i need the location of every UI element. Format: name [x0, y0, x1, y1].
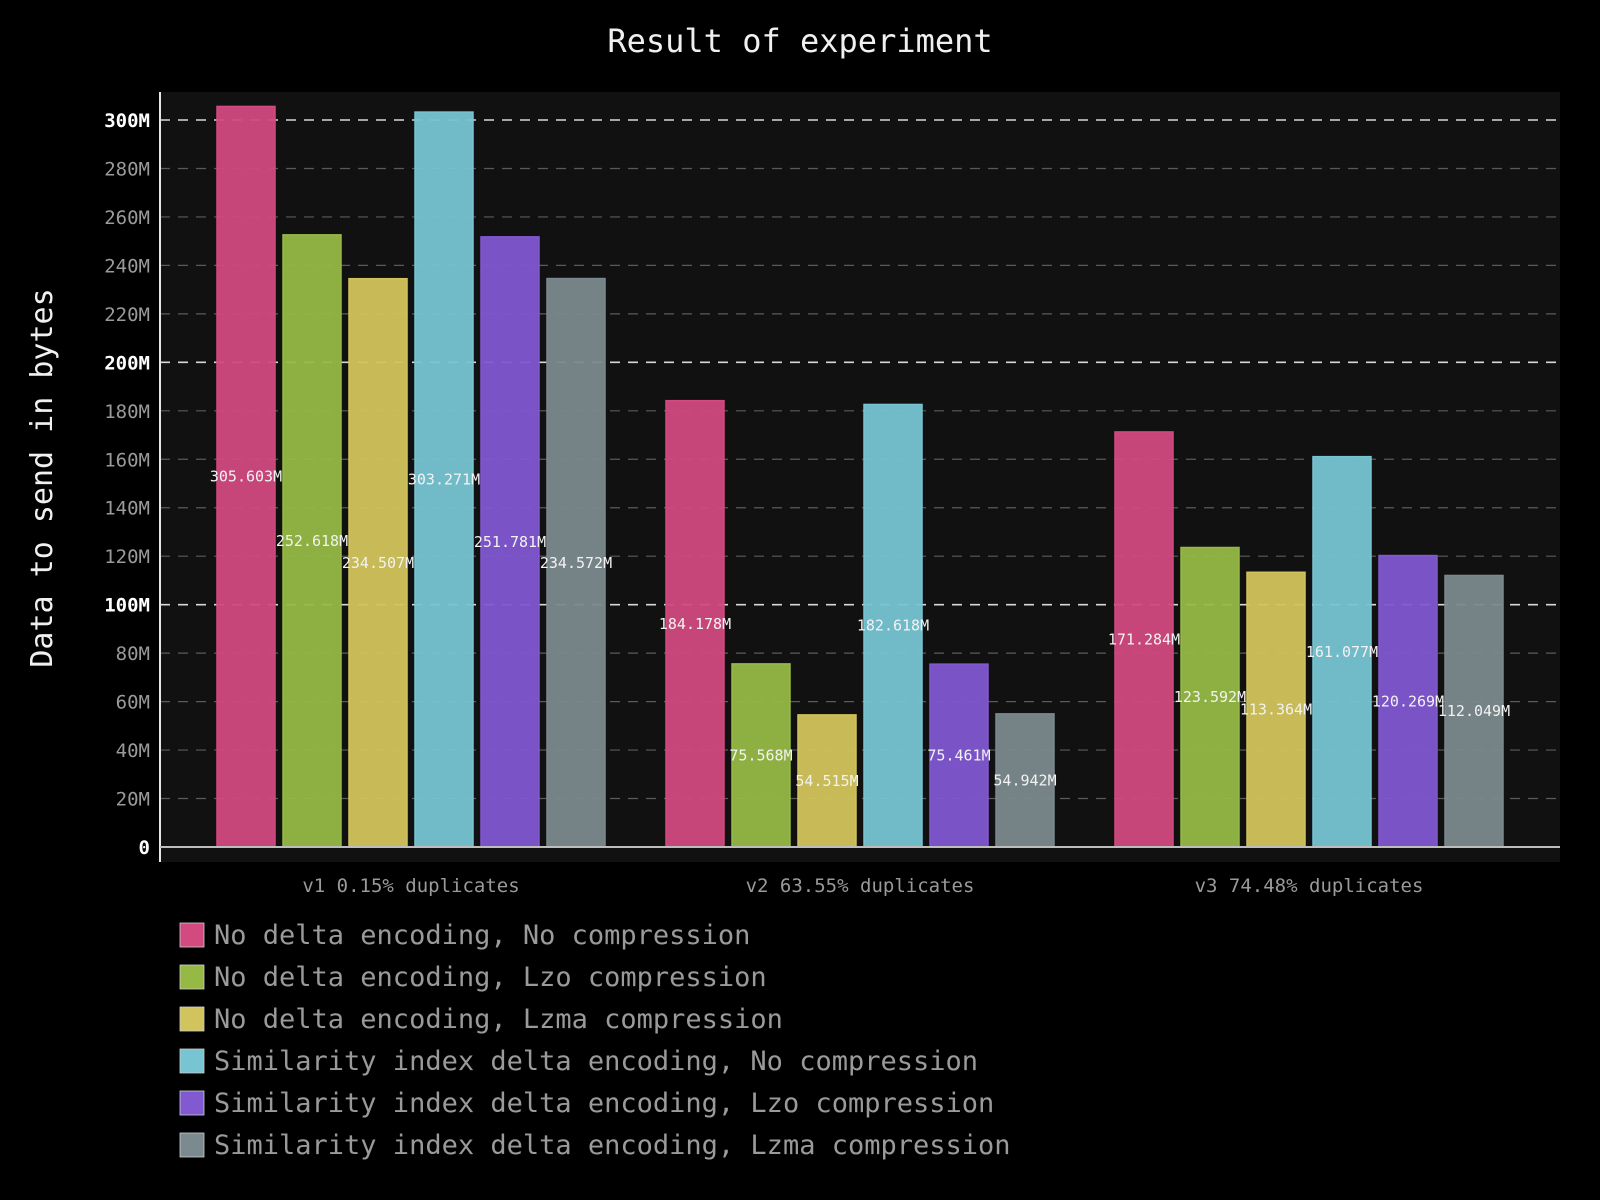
data-label: 54.942M — [993, 771, 1056, 789]
bar — [1312, 455, 1372, 848]
legend: No delta encoding, No compression No delt… — [179, 920, 1011, 1161]
y-tick-label: 220M — [104, 304, 150, 326]
chart-title: Result of experiment — [607, 22, 992, 60]
x-tick-label: v3 74.48% duplicates — [1195, 875, 1424, 897]
bar — [1246, 571, 1306, 848]
legend-swatch — [179, 1048, 205, 1074]
y-tick-label: 20M — [116, 789, 150, 811]
data-label: 112.049M — [1438, 702, 1510, 720]
data-label: 234.507M — [342, 554, 414, 572]
data-label: 123.592M — [1174, 688, 1246, 706]
bar — [929, 663, 989, 848]
bar — [1444, 574, 1504, 848]
y-axis-ticks: 0 20M 40M 60M 80M 100M 120M 140M 160M 180M 200M 220… — [104, 110, 150, 859]
bar — [480, 236, 540, 848]
y-tick-label: 300M — [104, 110, 150, 132]
y-tick-label: 200M — [104, 352, 150, 374]
y-tick-label: 40M — [116, 740, 150, 762]
legend-entry: Similarity index delta encoding, Lzo com… — [214, 1088, 994, 1119]
data-label: 252.618M — [276, 532, 348, 550]
data-label: 120.269M — [1372, 692, 1444, 710]
data-label: 171.284M — [1108, 630, 1180, 648]
legend-swatch — [179, 964, 205, 990]
bar — [797, 714, 857, 848]
y-tick-label: 60M — [116, 692, 150, 714]
legend-swatch — [179, 1090, 205, 1116]
data-labels: 305.603M 184.178M 171.284M 252.618M 75.568M 1… — [210, 468, 1510, 790]
bar — [414, 111, 474, 848]
y-tick-label: 260M — [104, 207, 150, 229]
legend-swatch — [179, 1132, 205, 1158]
bars — [216, 105, 1504, 848]
data-label: 182.618M — [857, 617, 929, 635]
bar — [1114, 431, 1174, 848]
y-tick-label: 160M — [104, 449, 150, 471]
legend-entry: No delta encoding, No compression — [214, 920, 750, 951]
data-label: 303.271M — [408, 471, 480, 489]
y-tick-label: 120M — [104, 546, 150, 568]
bar — [1378, 554, 1438, 848]
data-label: 251.781M — [474, 533, 546, 551]
bar — [665, 399, 725, 848]
data-label: 75.568M — [729, 746, 792, 764]
legend-entry: Similarity index delta encoding, Lzma co… — [214, 1130, 1011, 1161]
x-axis-ticks: v1 0.15% duplicates v2 63.55% duplicates v… — [302, 875, 1423, 897]
bar — [995, 713, 1055, 848]
x-tick-label: v1 0.15% duplicates — [302, 875, 519, 897]
bar — [348, 277, 408, 848]
data-label: 234.572M — [540, 554, 612, 572]
data-label: 184.178M — [659, 615, 731, 633]
data-label: 113.364M — [1240, 701, 1312, 719]
data-label: 161.077M — [1306, 643, 1378, 661]
legend-swatch — [179, 922, 205, 948]
y-axis-label: Data to send in bytes — [25, 288, 60, 667]
bar — [216, 105, 276, 848]
bar — [546, 277, 606, 848]
y-tick-label: 140M — [104, 498, 150, 520]
y-tick-label: 0 — [139, 837, 150, 859]
legend-entry: No delta encoding, Lzma compression — [214, 1004, 783, 1035]
data-label: 305.603M — [210, 468, 282, 486]
legend-entry: No delta encoding, Lzo compression — [214, 962, 767, 993]
data-label: 75.461M — [927, 747, 990, 765]
y-tick-label: 280M — [104, 158, 150, 180]
y-tick-label: 180M — [104, 401, 150, 423]
y-tick-label: 100M — [104, 595, 150, 617]
legend-swatch — [179, 1006, 205, 1032]
x-tick-label: v2 63.55% duplicates — [746, 875, 975, 897]
legend-entry: Similarity index delta encoding, No comp… — [214, 1046, 978, 1077]
data-label: 54.515M — [795, 772, 858, 790]
y-tick-label: 80M — [116, 643, 150, 665]
y-tick-label: 240M — [104, 255, 150, 277]
